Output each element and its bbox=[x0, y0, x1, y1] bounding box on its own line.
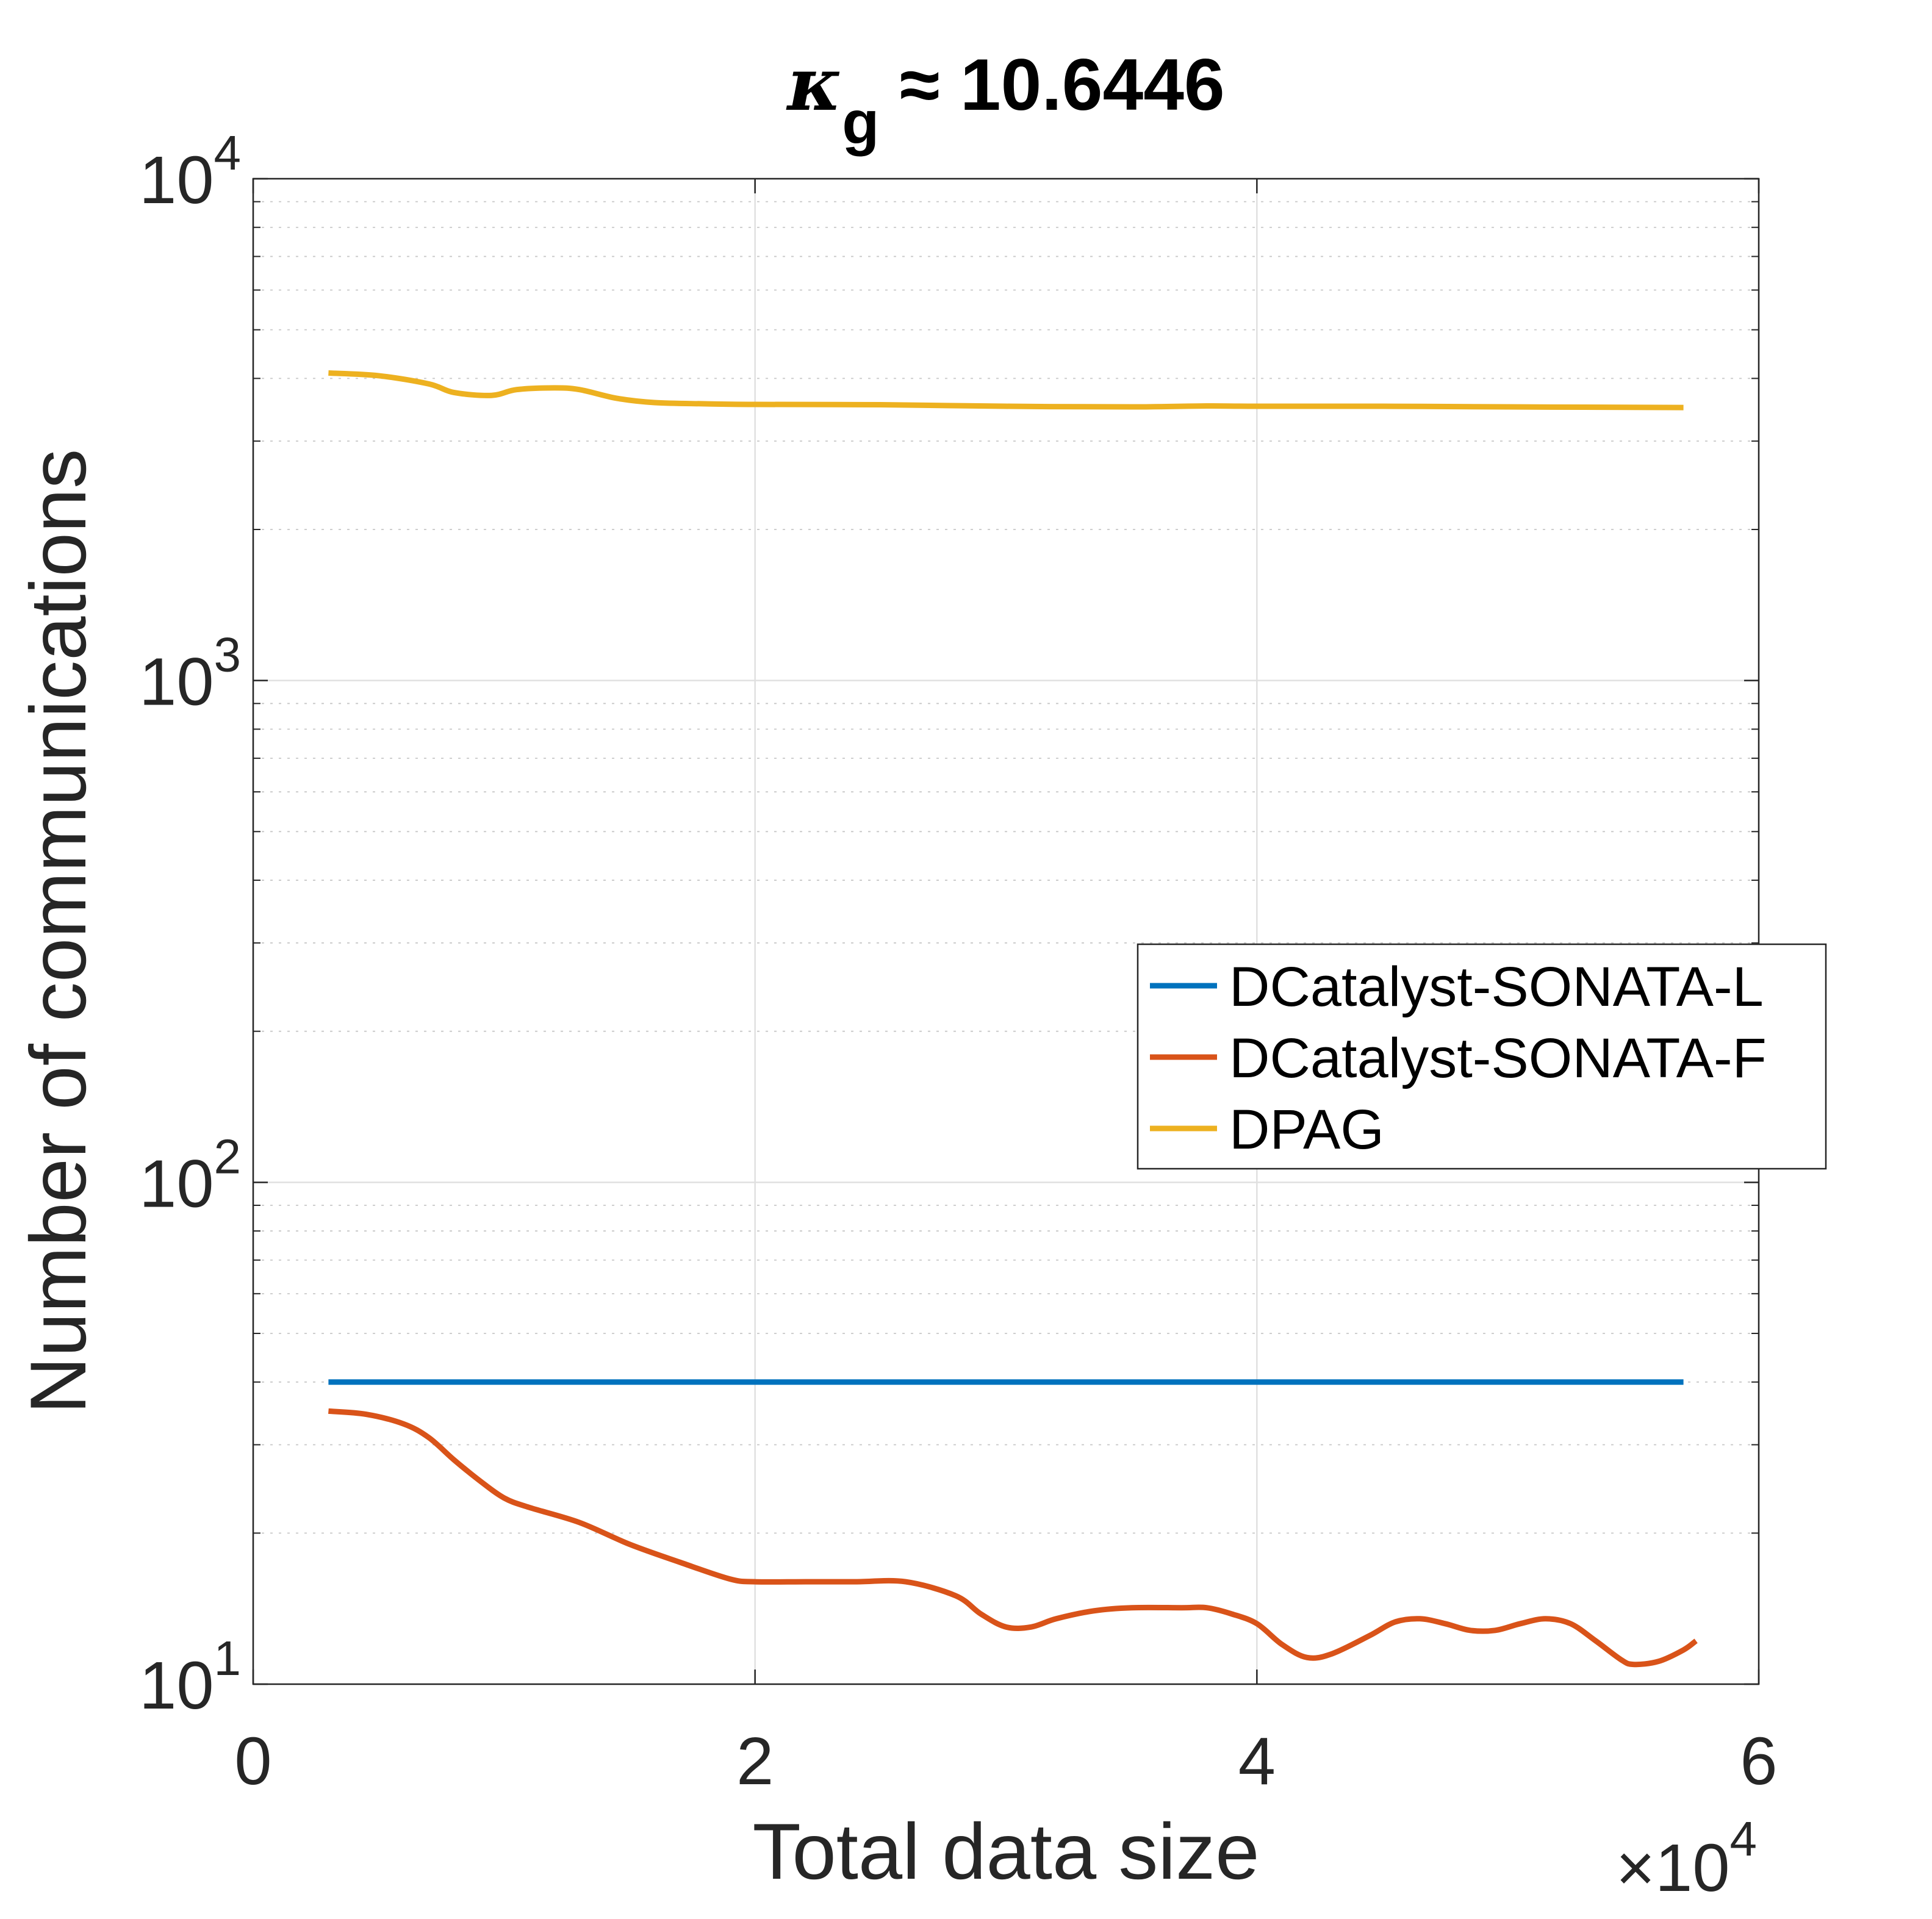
x-exponent-power: 4 bbox=[1730, 1812, 1758, 1866]
y-tick-label-base: 10 bbox=[139, 143, 214, 218]
chart-title: κg ≈ 10.6446 bbox=[786, 41, 1224, 157]
x-tick-label: 6 bbox=[1740, 1724, 1777, 1799]
x-tick-label: 2 bbox=[736, 1724, 774, 1799]
legend-box bbox=[1137, 943, 1827, 1170]
y-tick-label-base: 10 bbox=[139, 1146, 214, 1221]
series-line-dcatalyst-sonata-f bbox=[328, 1408, 1698, 1668]
y-tick-label: 103 bbox=[139, 628, 241, 720]
title-kappa-symbol: κ bbox=[786, 41, 842, 127]
series-line-dpag bbox=[328, 370, 1684, 411]
series-layer bbox=[328, 370, 1698, 1668]
y-tick-label-power: 3 bbox=[214, 628, 242, 682]
x-tick-labels: 0 2 4 6 bbox=[234, 1724, 1777, 1799]
minor-grid bbox=[253, 201, 1759, 1534]
tick-marks bbox=[252, 178, 1760, 1685]
legend-label-dcatalyst-sonata-f: DCatalyst-SONATA-F bbox=[1229, 1027, 1767, 1089]
y-tick-label-power: 2 bbox=[214, 1129, 242, 1183]
legend-label-dpag: DPAG bbox=[1229, 1099, 1384, 1161]
legend: DCatalyst-SONATA-L DCatalyst-SONATA-F DPAG bbox=[1137, 943, 1827, 1170]
legend-label-dcatalyst-sonata-l: DCatalyst-SONATA-L bbox=[1229, 956, 1764, 1018]
title-subscript: g bbox=[842, 88, 879, 157]
x-exponent-label: ×104 bbox=[1616, 1812, 1757, 1906]
y-tick-label-power: 4 bbox=[214, 126, 242, 180]
y-tick-label-base: 10 bbox=[139, 645, 214, 720]
y-tick-label: 104 bbox=[139, 126, 241, 218]
x-tick-label: 0 bbox=[234, 1724, 271, 1799]
x-axis-title: Total data size bbox=[752, 1807, 1259, 1896]
plot-area bbox=[253, 179, 1759, 1684]
y-tick-label-base: 10 bbox=[139, 1648, 214, 1723]
x-tick-label: 4 bbox=[1238, 1724, 1276, 1799]
y-tick-label: 102 bbox=[139, 1129, 241, 1221]
y-tick-label-power: 1 bbox=[214, 1631, 242, 1685]
title-value: ≈ 10.6446 bbox=[879, 44, 1224, 126]
y-tick-label: 101 bbox=[139, 1631, 241, 1723]
x-exponent-base: ×10 bbox=[1616, 1831, 1730, 1906]
y-axis-title: Number of communications bbox=[13, 449, 102, 1414]
plot-frame bbox=[252, 178, 1760, 1685]
